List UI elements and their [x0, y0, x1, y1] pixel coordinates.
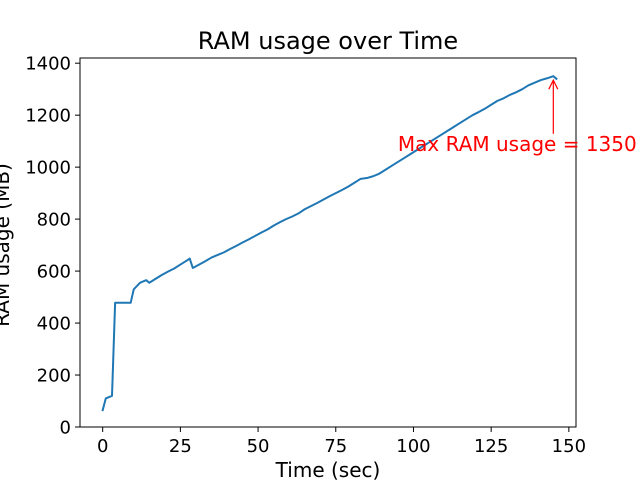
- y-axis-label: RAM usage (MB): [0, 163, 14, 327]
- y-tick-label: 1000: [25, 158, 71, 179]
- x-tick-label: 25: [169, 436, 192, 457]
- series-line-0: [101, 75, 558, 412]
- y-tick-label: 600: [37, 262, 71, 283]
- y-tick-label: 1200: [25, 106, 71, 127]
- x-tick-label: 50: [247, 436, 270, 457]
- y-tick-label: 1400: [25, 54, 71, 75]
- y-tick-label: 0: [60, 418, 71, 439]
- chart-title: RAM usage over Time: [198, 27, 458, 55]
- x-tick-label: 100: [396, 436, 430, 457]
- annotation-arrow-head: [548, 78, 559, 90]
- plot-area: [79, 57, 577, 428]
- y-axis-ticks: 0 200 400 600 800 1000 1200 1400: [25, 54, 80, 439]
- x-tick-label: 150: [552, 436, 586, 457]
- x-axis-label: Time (sec): [275, 458, 381, 480]
- x-axis-ticks: 0 25 50 75 100 125 150: [97, 427, 586, 457]
- y-tick-label: 800: [37, 210, 71, 231]
- x-tick-label: 125: [474, 436, 508, 457]
- x-tick-label: 75: [324, 436, 347, 457]
- x-tick-label: 0: [97, 436, 108, 457]
- y-tick-label: 400: [37, 314, 71, 335]
- y-tick-label: 200: [37, 366, 71, 387]
- annotation-label: Max RAM usage = 1350 MB: [398, 132, 640, 156]
- axes-frame: [79, 57, 577, 428]
